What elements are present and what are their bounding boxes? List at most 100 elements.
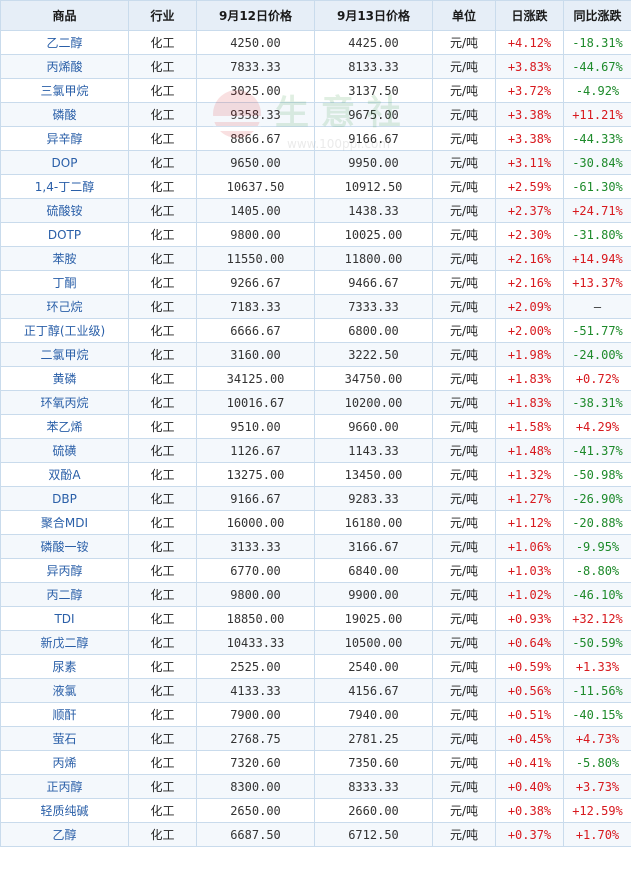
price-sep12-cell: 4250.00	[196, 30, 315, 55]
commodity-name-link[interactable]: 液氯	[0, 678, 129, 703]
header-industry[interactable]: 行业	[128, 0, 197, 31]
daily-change-cell: +2.00%	[495, 318, 564, 343]
table-row: 乙二醇 化工 4250.00 4425.00 元/吨 +4.12% -18.31%	[0, 30, 631, 55]
commodity-name-link[interactable]: 正丁醇(工业级)	[0, 318, 129, 343]
price-sep13-cell: 7940.00	[314, 702, 433, 727]
price-sep13-cell: 9283.33	[314, 486, 433, 511]
commodity-name-link[interactable]: 双酚A	[0, 462, 129, 487]
header-name[interactable]: 商品	[0, 0, 129, 31]
table-row: 双酚A 化工 13275.00 13450.00 元/吨 +1.32% -50.98%	[0, 462, 631, 487]
commodity-name-link[interactable]: 苯乙烯	[0, 414, 129, 439]
commodity-name-link[interactable]: 磷酸	[0, 102, 129, 127]
commodity-name-link[interactable]: TDI	[0, 606, 129, 631]
commodity-name-link[interactable]: 聚合MDI	[0, 510, 129, 535]
yoy-change-cell: +4.73%	[563, 726, 631, 751]
yoy-change-cell: -44.33%	[563, 126, 631, 151]
industry-cell: 化工	[128, 798, 197, 823]
daily-change-cell: +2.30%	[495, 222, 564, 247]
price-sep13-cell: 4425.00	[314, 30, 433, 55]
header-daily-change[interactable]: 日涨跌	[495, 0, 564, 31]
price-sep13-cell: 2540.00	[314, 654, 433, 679]
commodity-name-link[interactable]: 异辛醇	[0, 126, 129, 151]
yoy-change-cell: +1.33%	[563, 654, 631, 679]
commodity-name-link[interactable]: 磷酸一铵	[0, 534, 129, 559]
price-sep12-cell: 7320.60	[196, 750, 315, 775]
commodity-name-link[interactable]: DBP	[0, 486, 129, 511]
commodity-name-link[interactable]: 二氯甲烷	[0, 342, 129, 367]
header-price-sep13[interactable]: 9月13日价格	[314, 0, 433, 31]
commodity-name-link[interactable]: 环氧丙烷	[0, 390, 129, 415]
commodity-name-link[interactable]: 尿素	[0, 654, 129, 679]
commodity-name-link[interactable]: 环己烷	[0, 294, 129, 319]
price-sep12-cell: 10016.67	[196, 390, 315, 415]
industry-cell: 化工	[128, 294, 197, 319]
commodity-name-link[interactable]: 异丙醇	[0, 558, 129, 583]
price-sep12-cell: 3025.00	[196, 78, 315, 103]
commodity-name-link[interactable]: 苯胺	[0, 246, 129, 271]
commodity-name-link[interactable]: 新戊二醇	[0, 630, 129, 655]
daily-change-cell: +0.45%	[495, 726, 564, 751]
commodity-name-link[interactable]: 丙烯	[0, 750, 129, 775]
yoy-change-cell: -24.00%	[563, 342, 631, 367]
commodity-name-link[interactable]: 三氯甲烷	[0, 78, 129, 103]
price-sep12-cell: 7183.33	[196, 294, 315, 319]
header-unit[interactable]: 单位	[432, 0, 496, 31]
table-row: 萤石 化工 2768.75 2781.25 元/吨 +0.45% +4.73%	[0, 726, 631, 751]
unit-cell: 元/吨	[432, 198, 496, 223]
price-sep12-cell: 8300.00	[196, 774, 315, 799]
table-row: 丙二醇 化工 9800.00 9900.00 元/吨 +1.02% -46.10%	[0, 582, 631, 607]
header-price-sep12[interactable]: 9月12日价格	[196, 0, 315, 31]
unit-cell: 元/吨	[432, 390, 496, 415]
commodity-name-link[interactable]: 顺酐	[0, 702, 129, 727]
daily-change-cell: +0.93%	[495, 606, 564, 631]
commodity-name-link[interactable]: 丙二醇	[0, 582, 129, 607]
industry-cell: 化工	[128, 654, 197, 679]
unit-cell: 元/吨	[432, 246, 496, 271]
commodity-name-link[interactable]: 黄磷	[0, 366, 129, 391]
daily-change-cell: +1.03%	[495, 558, 564, 583]
commodity-name-link[interactable]: 硫酸铵	[0, 198, 129, 223]
yoy-change-cell: +24.71%	[563, 198, 631, 223]
industry-cell: 化工	[128, 606, 197, 631]
price-sep12-cell: 9166.67	[196, 486, 315, 511]
price-sep12-cell: 2768.75	[196, 726, 315, 751]
commodity-name-link[interactable]: 丙烯酸	[0, 54, 129, 79]
commodity-name-link[interactable]: 萤石	[0, 726, 129, 751]
unit-cell: 元/吨	[432, 270, 496, 295]
daily-change-cell: +3.11%	[495, 150, 564, 175]
price-sep13-cell: 1143.33	[314, 438, 433, 463]
daily-change-cell: +1.32%	[495, 462, 564, 487]
unit-cell: 元/吨	[432, 582, 496, 607]
price-sep13-cell: 1438.33	[314, 198, 433, 223]
yoy-change-cell: +3.73%	[563, 774, 631, 799]
price-sep13-cell: 2660.00	[314, 798, 433, 823]
commodity-name-link[interactable]: 正丙醇	[0, 774, 129, 799]
commodity-name-link[interactable]: DOTP	[0, 222, 129, 247]
commodity-name-link[interactable]: 乙二醇	[0, 30, 129, 55]
price-sep12-cell: 3160.00	[196, 342, 315, 367]
commodity-name-link[interactable]: 轻质纯碱	[0, 798, 129, 823]
price-sep13-cell: 6800.00	[314, 318, 433, 343]
table-row: 丙烯酸 化工 7833.33 8133.33 元/吨 +3.83% -44.67%	[0, 54, 631, 79]
industry-cell: 化工	[128, 390, 197, 415]
industry-cell: 化工	[128, 702, 197, 727]
unit-cell: 元/吨	[432, 822, 496, 847]
price-sep12-cell: 34125.00	[196, 366, 315, 391]
unit-cell: 元/吨	[432, 726, 496, 751]
price-sep12-cell: 3133.33	[196, 534, 315, 559]
commodity-name-link[interactable]: 乙醇	[0, 822, 129, 847]
commodity-name-link[interactable]: 硫磺	[0, 438, 129, 463]
price-sep12-cell: 9510.00	[196, 414, 315, 439]
price-sep12-cell: 10433.33	[196, 630, 315, 655]
unit-cell: 元/吨	[432, 54, 496, 79]
yoy-change-cell: -61.30%	[563, 174, 631, 199]
header-yoy-change[interactable]: 同比涨跌	[563, 0, 631, 31]
industry-cell: 化工	[128, 30, 197, 55]
commodity-name-link[interactable]: 1,4-丁二醇	[0, 174, 129, 199]
daily-change-cell: +0.38%	[495, 798, 564, 823]
commodity-name-link[interactable]: 丁酮	[0, 270, 129, 295]
commodity-name-link[interactable]: DOP	[0, 150, 129, 175]
industry-cell: 化工	[128, 534, 197, 559]
unit-cell: 元/吨	[432, 750, 496, 775]
unit-cell: 元/吨	[432, 174, 496, 199]
